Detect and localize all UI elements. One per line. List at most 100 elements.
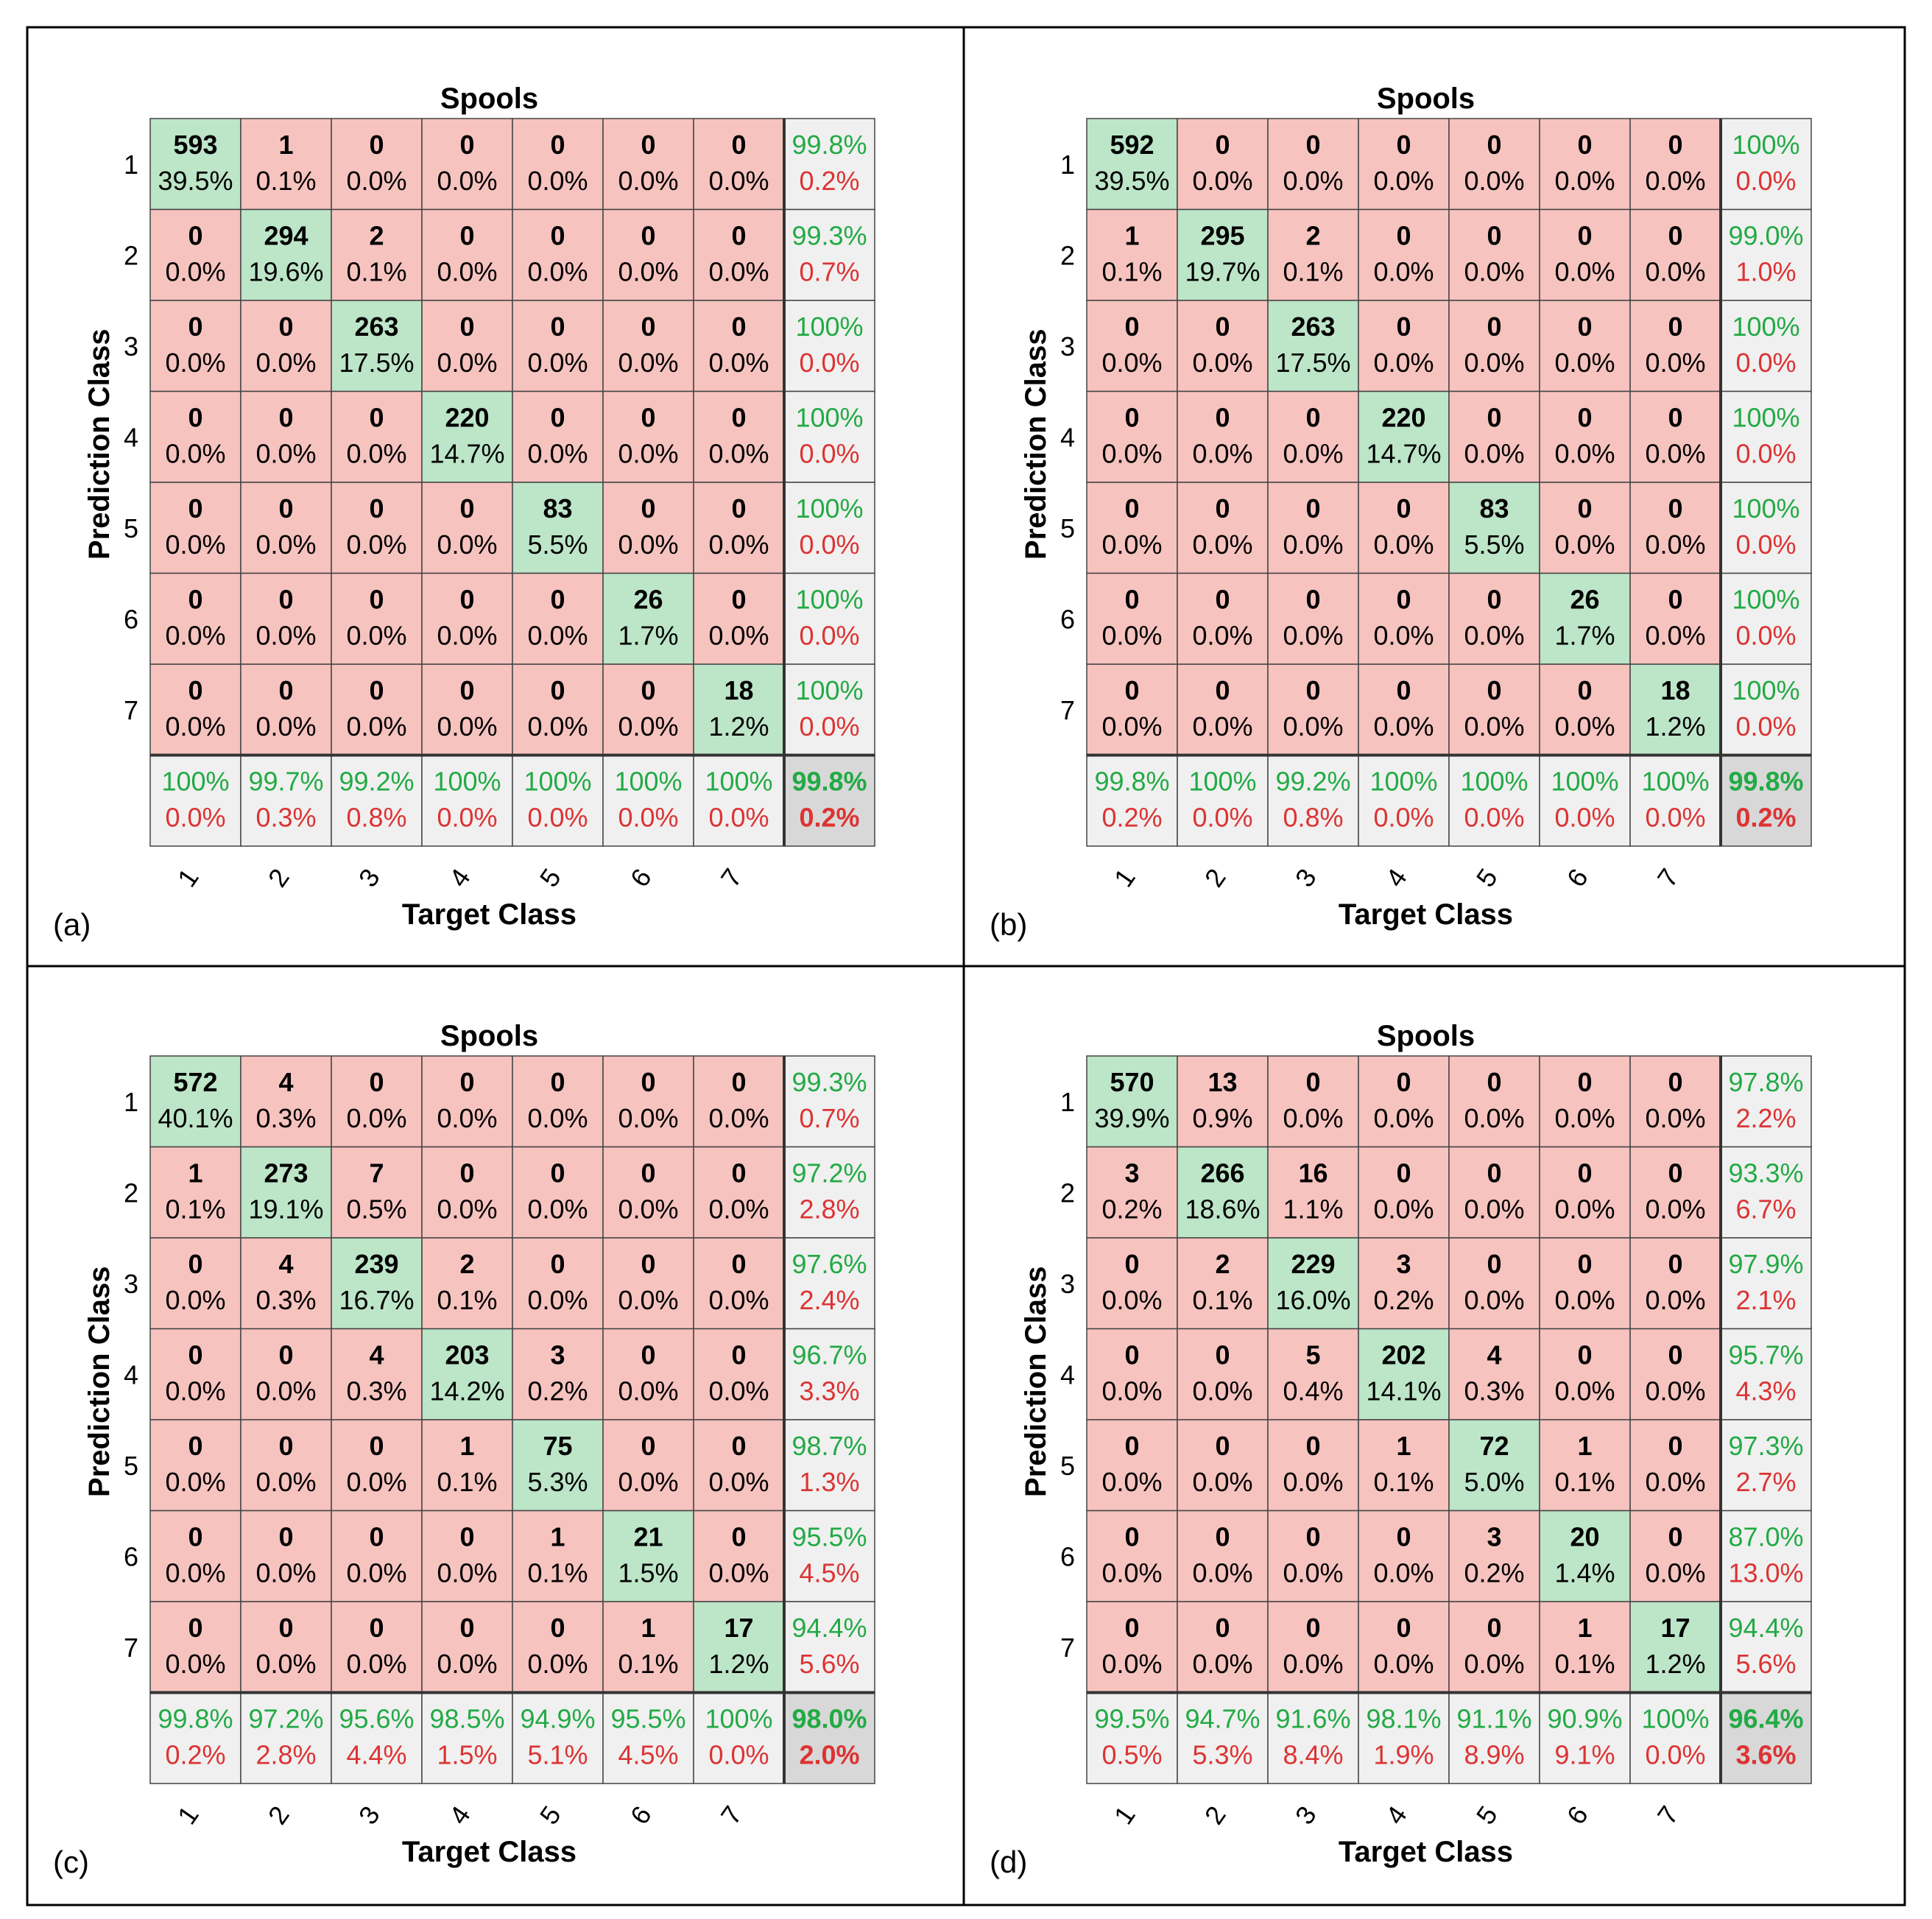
- panel-3-off-diagonal-cell: [512, 1510, 604, 1602]
- panel-2-off-diagonal-cell-value: 0: [1305, 675, 1320, 705]
- panel-2-row-summary-cell-percent: 0.0%: [1735, 166, 1796, 196]
- panel-2-x-tick-label: 6: [1561, 863, 1594, 892]
- panel-1-off-diagonal-cell-value: 0: [459, 585, 474, 615]
- panel-4-off-diagonal-cell-percent: 0.0%: [1192, 1467, 1252, 1497]
- panel-4-y-tick-label: 2: [1060, 1177, 1075, 1208]
- panel-3-row-summary-cell-value: 96.7%: [792, 1340, 867, 1370]
- panel-1-y-tick-label: 7: [124, 695, 138, 725]
- panel-1-row-summary-cell-percent: 0.0%: [799, 529, 859, 560]
- panel-1-off-diagonal-cell-percent: 0.0%: [618, 529, 678, 560]
- panel-1-diagonal-cell-value: 263: [354, 311, 398, 342]
- panel-4-off-diagonal-cell-value: 0: [1305, 1613, 1320, 1643]
- panel-2-off-diagonal-cell-value: 0: [1396, 221, 1411, 251]
- panel-3-off-diagonal-cell-percent: 0.3%: [346, 1376, 406, 1406]
- panel-4-off-diagonal-cell-value: 0: [1577, 1158, 1592, 1189]
- panel-3-column-summary-cell-value: 97.2%: [248, 1704, 323, 1734]
- panel-4-diagonal-cell: [1448, 1419, 1540, 1512]
- panel-4-off-diagonal-cell-percent: 0.1%: [1554, 1467, 1615, 1497]
- panel-1-diagonal-cell: [331, 300, 423, 392]
- panel-1-off-diagonal-cell-percent: 0.0%: [165, 348, 225, 378]
- panel-1-y-axis-label: Prediction Class: [83, 329, 116, 560]
- panel-1-diagonal-cell-percent: 14.7%: [429, 439, 504, 469]
- panel-1-chart-title: Spools: [440, 82, 538, 115]
- panel-4-y-axis-label: Prediction Class: [1020, 1267, 1052, 1497]
- panel-1-column-summary-cell-percent: 0.8%: [346, 803, 406, 833]
- panel-1-off-diagonal-cell-percent: 0.0%: [618, 439, 678, 469]
- panel-3-off-diagonal-cell-value: 4: [369, 1340, 384, 1370]
- panel-3-off-diagonal-cell-value: 0: [641, 1067, 655, 1097]
- panel-4-off-diagonal-cell-value: 0: [1305, 1522, 1320, 1552]
- panel-1-y-tick-label: 3: [124, 331, 138, 362]
- panel-1-diagonal-cell: [512, 482, 604, 574]
- panel-2-column-summary-cell-percent: 0.0%: [1373, 803, 1434, 833]
- panel-4-off-diagonal-cell-percent: 0.0%: [1554, 1376, 1615, 1406]
- panel-2-row-summary-cell-value: 100%: [1732, 675, 1799, 705]
- panel-1-off-diagonal-cell-value: 0: [641, 675, 655, 705]
- panel-4-diagonal-cell-percent: 39.9%: [1094, 1103, 1169, 1133]
- panel-1-off-diagonal-cell-percent: 0.0%: [255, 439, 316, 469]
- panel-2-off-diagonal-cell-value: 0: [1305, 130, 1320, 160]
- panel-3-off-diagonal-cell-value: 0: [188, 1340, 202, 1370]
- panel-3-off-diagonal-cell: [693, 1055, 785, 1148]
- panel-2-off-diagonal-cell-percent: 0.0%: [1283, 529, 1343, 560]
- panel-2-column-summary-cell: [1267, 754, 1359, 847]
- panel-1-off-diagonal-cell: [421, 208, 513, 301]
- panel-1-diagonal-cell-percent: 1.2%: [708, 711, 769, 742]
- panel-4-column-summary-cell: [1358, 1691, 1450, 1784]
- panel-3-off-diagonal-cell-percent: 0.0%: [346, 1103, 406, 1133]
- panel-1-off-diagonal-cell-percent: 0.0%: [165, 257, 225, 287]
- panel-1-column-summary-cell: [421, 754, 513, 847]
- panel-2-column-summary-cell-value: 100%: [1641, 767, 1709, 797]
- panel-4-off-diagonal-cell-percent: 0.0%: [1101, 1467, 1162, 1497]
- panel-4-row-summary-cell-value: 97.3%: [1728, 1431, 1803, 1461]
- panel-1-off-diagonal-cell-value: 0: [188, 403, 202, 433]
- panel-2-off-diagonal-cell-value: 0: [1305, 585, 1320, 615]
- panel-3-x-axis-label: Target Class: [402, 1836, 577, 1868]
- panel-4-x-tick-label: 4: [1380, 1800, 1413, 1830]
- panel-4-column-summary-cell-value: 91.1%: [1456, 1704, 1531, 1734]
- panel-2-off-diagonal-cell-percent: 0.0%: [1464, 621, 1524, 651]
- panel-1-column-summary-cell-percent: 0.0%: [165, 803, 225, 833]
- panel-4-diagonal-cell-value: 202: [1381, 1340, 1425, 1370]
- panel-2-off-diagonal-cell: [1358, 663, 1450, 756]
- panel-3-off-diagonal-cell-percent: 0.0%: [708, 1376, 769, 1406]
- panel-2-off-diagonal-cell: [1448, 572, 1540, 665]
- panel-1-off-diagonal-cell-percent: 0.0%: [437, 711, 497, 742]
- panel-2-column-summary-cell-value: 100%: [1369, 767, 1437, 797]
- panel-1-off-diagonal-cell-percent: 0.0%: [708, 348, 769, 378]
- panel-2-off-diagonal-cell-percent: 0.0%: [1101, 621, 1162, 651]
- panel-2-off-diagonal-cell-percent: 0.0%: [1101, 529, 1162, 560]
- panel-2-off-diagonal-cell-value: 0: [1396, 130, 1411, 160]
- panel-1-off-diagonal-cell-value: 0: [641, 311, 655, 342]
- panel-4-off-diagonal-cell: [1448, 1601, 1540, 1694]
- panel-3-diagonal-cell-value: 239: [354, 1249, 398, 1279]
- panel-4-column-summary-cell: [1086, 1691, 1178, 1784]
- panel-2-off-diagonal-cell-value: 0: [1305, 493, 1320, 524]
- panel-2-y-tick-label: 6: [1060, 604, 1075, 634]
- panel-1-diagonal-cell-value: 18: [724, 675, 753, 705]
- panel-3-off-diagonal-cell-percent: 0.0%: [437, 1558, 497, 1588]
- panel-2-column-summary-cell-value: 100%: [1551, 767, 1618, 797]
- panel-3-row-summary-cell-percent: 1.3%: [799, 1467, 859, 1497]
- panel-4-off-diagonal-cell-percent: 0.0%: [1554, 1285, 1615, 1315]
- panel-3-off-diagonal-cell-value: 0: [550, 1249, 565, 1279]
- panel-3-diagonal-cell-percent: 16.7%: [339, 1285, 414, 1315]
- panel-3-off-diagonal-cell: [240, 1237, 332, 1330]
- panel-3-off-diagonal-cell: [693, 1146, 785, 1239]
- panel-3-row-summary-cell-percent: 2.4%: [799, 1285, 859, 1315]
- panel-2-column-summary-cell: [1086, 754, 1178, 847]
- panel-3-off-diagonal-cell-value: 3: [550, 1340, 565, 1370]
- panel-4-x-tick-label: 6: [1561, 1800, 1594, 1830]
- panel-3-column-summary-cell: [693, 1691, 785, 1784]
- panel-4-row-summary-cell-percent: 5.6%: [1735, 1649, 1796, 1679]
- panel-3-off-diagonal-cell-percent: 0.3%: [255, 1285, 316, 1315]
- panel-1-row-summary-cell-percent: 0.0%: [799, 621, 859, 651]
- panel-3-off-diagonal-cell-percent: 0.0%: [437, 1649, 497, 1679]
- panel-3-off-diagonal-cell: [149, 1510, 242, 1602]
- panel-3-off-diagonal-cell-value: 0: [641, 1158, 655, 1189]
- panel-2-diagonal-cell-value: 83: [1479, 493, 1509, 524]
- panel-1-diagonal-cell: [602, 572, 694, 665]
- panel-2-row-summary-cell-value: 100%: [1732, 585, 1799, 615]
- panel-1-column-summary-cell-percent: 0.0%: [708, 803, 769, 833]
- panel-4-off-diagonal-cell-percent: 1.1%: [1283, 1194, 1343, 1225]
